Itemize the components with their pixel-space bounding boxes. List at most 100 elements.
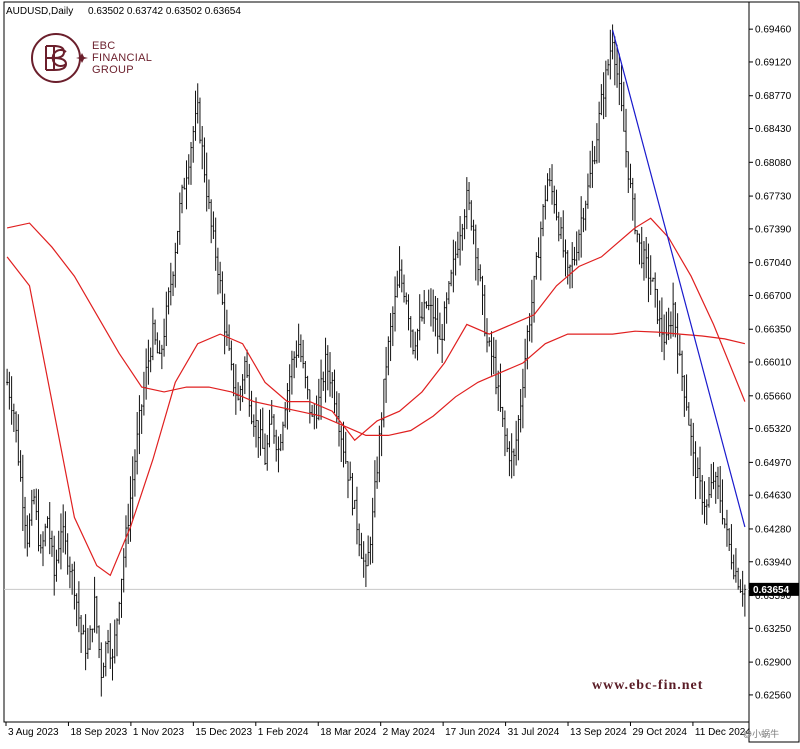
price-bar [517,415,520,461]
price-bar [214,217,217,271]
price-bar [580,196,583,258]
price-bar [277,436,280,473]
price-bar [210,199,213,244]
price-bar [297,323,300,358]
price-bar [367,535,370,567]
price-bar [239,385,242,411]
price-bar [21,454,24,532]
price-bar [163,318,166,357]
price-bar [387,336,390,376]
price-bar [95,595,98,634]
y-tick-label: 0.66010 [755,358,792,369]
price-bar [385,346,388,403]
price-bar [607,59,610,76]
price-bar [432,289,435,332]
price-bar [416,328,419,361]
price-bar [64,511,67,555]
price-bar [109,623,112,669]
price-bar [394,276,397,332]
price-bar [508,441,511,477]
price-bar [185,160,188,210]
price-bar [129,476,132,542]
price-bar [391,306,394,347]
price-bar [329,352,332,397]
price-bar [474,224,477,281]
current-price-label: 0.63654 [753,585,790,596]
price-bar [194,90,197,141]
price-bar [369,536,372,565]
price-bar [176,230,179,254]
price-bar [98,625,101,659]
price-bar [41,531,45,567]
trendline [612,29,746,528]
price-bar [360,532,363,559]
price-bar [548,168,551,187]
y-tick-label: 0.64970 [755,458,792,469]
price-bar [497,370,500,411]
price-bar [398,246,401,288]
price-bar [77,581,80,633]
x-tick-label: 13 Sep 2024 [570,727,627,738]
credit-watermark: @小蜗牛 [743,728,779,739]
price-bar [436,297,439,354]
price-bar [268,409,271,448]
price-bar [663,314,666,361]
price-bar [658,300,661,337]
price-bar [414,331,417,359]
price-bar [183,177,186,190]
price-bar [281,421,284,451]
price-bar [481,275,484,316]
price-bar [373,460,376,518]
price-bar [133,449,136,497]
price-bar [506,428,509,453]
price-bar [120,578,123,618]
price-bar [75,593,78,627]
price-axis-frame [748,1,800,743]
price-bar [68,556,71,589]
price-bar [216,247,219,295]
price-bar [279,433,282,452]
price-bar [46,516,49,529]
price-bar [219,261,222,294]
price-bar [364,553,367,588]
price-bar [89,625,92,650]
y-tick-label: 0.67040 [755,258,792,269]
price-bar [351,472,354,516]
x-tick-label: 18 Sep 2023 [70,727,127,738]
price-bar [696,457,699,479]
price-bar [84,614,87,671]
price-bar [232,363,235,397]
price-bar [293,351,296,379]
price-bar [699,446,702,500]
price-bar [499,363,502,412]
price-bar [701,475,704,515]
price-bar [553,185,556,214]
price-bar [595,123,598,164]
price-bar [627,151,630,193]
price-bar [636,230,639,243]
price-bar [521,368,524,429]
price-bar [642,241,645,281]
price-bar [573,246,576,266]
price-bar [124,515,127,568]
price-bar [382,378,385,428]
price-bar [629,163,632,189]
price-bar [721,479,724,525]
price-bar [115,618,119,657]
price-bar [609,29,612,80]
price-bar [344,431,347,464]
price-bar [57,530,60,564]
price-bar [524,338,527,398]
price-bar [631,177,634,221]
price-bar [147,339,150,385]
price-bar [544,185,547,220]
price-bar [577,229,580,261]
price-bar [719,466,722,513]
price-bar [122,548,125,593]
price-bar [349,461,352,481]
price-bar [645,236,648,279]
price-bar [230,340,233,371]
price-bar [15,411,18,443]
